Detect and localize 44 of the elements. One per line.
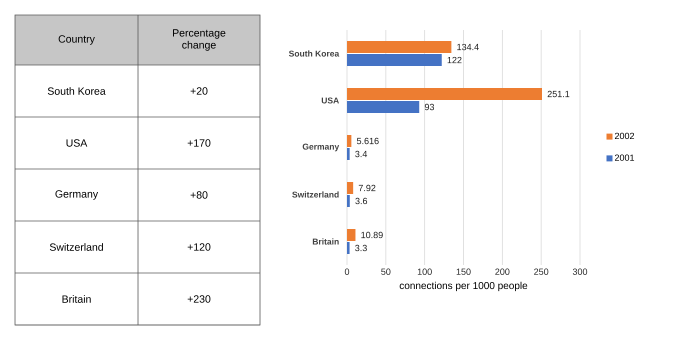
category-label: Germany xyxy=(55,190,98,200)
x-tick-label: 300 xyxy=(572,268,588,275)
bar xyxy=(347,41,452,54)
text: Percentage change xyxy=(173,29,226,51)
x-tick-label: 50 xyxy=(381,268,390,275)
data-label: 134.4 xyxy=(457,44,479,50)
bar xyxy=(347,101,420,113)
text: +170 xyxy=(188,139,210,147)
data-label: 93 xyxy=(424,104,434,110)
text: +20 xyxy=(190,87,208,95)
y-tick-label: South Korea xyxy=(288,50,340,57)
data-label: 3.3 xyxy=(355,244,367,252)
text: Country xyxy=(58,35,95,45)
y-tick-label: Switzerland xyxy=(292,191,339,198)
x-tick-label: 200 xyxy=(495,268,510,275)
text: +230 xyxy=(188,295,210,303)
bar xyxy=(347,194,350,207)
x-tick-label: 150 xyxy=(456,268,471,275)
y-tick-label: Britain xyxy=(312,238,339,245)
data-label: 3.6 xyxy=(355,198,368,204)
data-label: 3.4 xyxy=(355,150,368,158)
bar xyxy=(347,135,352,147)
x-axis-title: connections per 1000 people xyxy=(400,282,528,292)
category-label: Britain xyxy=(62,295,91,303)
x-tick-label: 0 xyxy=(344,268,350,275)
data-label: 5.616 xyxy=(356,138,379,144)
x-tick-label: 100 xyxy=(418,268,432,275)
bar xyxy=(347,88,542,100)
y-tick-label: Germany xyxy=(302,144,340,152)
legend-label: 2001 xyxy=(614,154,634,161)
category-label: USA xyxy=(66,139,88,147)
text: +120 xyxy=(188,243,210,251)
category-label: South Korea xyxy=(48,87,106,95)
text: +80 xyxy=(190,191,208,199)
legend-label: 2002 xyxy=(614,132,634,140)
x-tick-label: 250 xyxy=(534,268,548,275)
data-label: 122 xyxy=(448,56,462,64)
bar xyxy=(347,228,356,241)
data-label: 251.1 xyxy=(548,90,570,98)
data-label: 10.89 xyxy=(361,232,383,238)
bar xyxy=(347,54,442,66)
data-label: 7.92 xyxy=(358,184,376,192)
y-tick-label: USA xyxy=(322,98,339,104)
category-label: Switzerland xyxy=(50,243,103,251)
